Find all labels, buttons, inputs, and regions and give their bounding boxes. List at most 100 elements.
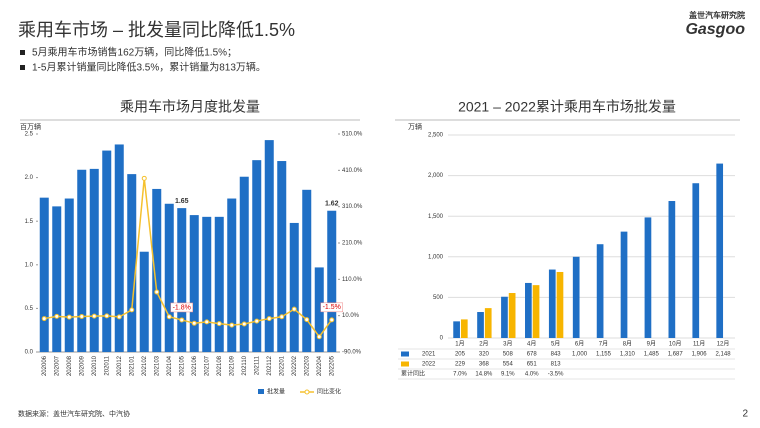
bar	[39, 197, 49, 352]
bar	[127, 174, 137, 352]
x-tick-label: 7月	[599, 341, 608, 348]
y-tick-label: 2.5	[25, 132, 34, 138]
legend-label: 同比变化	[317, 388, 341, 396]
x-tick-label: 202103	[154, 355, 160, 376]
x-tick-label: 202006	[42, 355, 48, 376]
y-axis-label: 百万辆	[20, 122, 41, 131]
x-tick-label: 202202	[292, 355, 298, 376]
line-point	[216, 321, 222, 327]
bar	[460, 319, 468, 338]
bar	[453, 321, 460, 338]
table-cell: 4.0%	[525, 372, 539, 378]
chart-title: 2021 – 2022累计乘用车市场批发量	[458, 99, 676, 115]
logo-en: Gasgoo	[685, 21, 745, 38]
bar	[327, 210, 337, 352]
x-tick-label: 202007	[54, 355, 60, 376]
line-point	[91, 313, 97, 319]
source: 数据来源：盖世汽车研究院、中汽协	[18, 409, 130, 418]
x-tick-label: 202102	[142, 355, 148, 376]
table-cell: 320	[479, 352, 490, 358]
x-tick-label: 202111	[254, 355, 260, 375]
bar	[64, 198, 74, 352]
line-point	[79, 314, 85, 320]
table-cell: 14.8%	[475, 372, 493, 378]
bar	[508, 293, 516, 338]
line-point	[154, 289, 160, 295]
line-point	[279, 314, 285, 320]
bar	[314, 267, 324, 352]
x-tick-label: 202105	[179, 355, 185, 376]
y2-tick-label: 410.0%	[342, 168, 363, 174]
bar	[77, 169, 87, 352]
y2-tick-label: 10.0%	[342, 313, 360, 319]
y2-tick-label: 110.0%	[342, 277, 363, 283]
line-point	[54, 313, 60, 319]
y-tick-label: 2,500	[428, 133, 444, 139]
bar-label: 1.65	[175, 198, 189, 205]
bullet	[20, 50, 25, 55]
x-tick-label: 202109	[229, 355, 235, 376]
table-cell: 2,148	[716, 352, 732, 358]
y-tick-label: 1.5	[25, 219, 34, 225]
x-tick-label: 202112	[267, 355, 273, 375]
x-tick-label: 202012	[117, 355, 123, 376]
line-point	[104, 313, 110, 319]
slide-title: 乘用车市场 – 批发量同比降低1.5%	[18, 20, 295, 40]
x-tick-label: 202204	[317, 355, 323, 376]
bar	[214, 216, 224, 352]
bar	[89, 168, 99, 352]
y-axis-label: 万辆	[408, 122, 422, 131]
line-point	[191, 320, 197, 326]
x-tick-label: 6月	[575, 341, 584, 348]
bar	[302, 189, 312, 352]
bar	[644, 217, 652, 338]
bar	[277, 161, 287, 352]
logo-cn: 盖世汽车研究院	[689, 10, 745, 20]
x-tick-label: 2月	[479, 341, 488, 348]
y-tick-label: 1,500	[428, 214, 444, 220]
line-point	[291, 306, 297, 312]
line-point	[66, 314, 72, 320]
table-cell: 678	[527, 352, 538, 358]
line-point	[204, 319, 210, 325]
chart-title: 乘用车市场月度批发量	[120, 99, 260, 115]
x-tick-label: 12月	[717, 341, 730, 348]
table-cell: -3.5%	[548, 372, 564, 378]
line-point	[241, 321, 247, 327]
x-tick-label: 10月	[669, 341, 682, 348]
bar	[289, 222, 299, 352]
legend-label: 批发量	[267, 388, 285, 396]
bullet-text: 5月乘用车市场销售162万辆，同比降低1.5%；	[32, 46, 237, 59]
y-tick-label: 1,000	[428, 254, 444, 260]
y2-tick-label: -90.0%	[342, 350, 362, 356]
table-cell: 205	[455, 352, 466, 358]
x-tick-label: 202008	[67, 355, 73, 376]
table-cell: 843	[551, 352, 562, 358]
bar	[239, 176, 249, 352]
bar	[164, 203, 174, 352]
table-cell: 651	[527, 362, 538, 368]
y2-tick-label: 310.0%	[342, 204, 363, 210]
legend-label: 2021	[422, 352, 436, 358]
bar	[227, 198, 237, 352]
table-row-label: 累计同比	[401, 370, 425, 378]
x-tick-label: 202203	[304, 355, 310, 376]
x-tick-label: 3月	[503, 341, 512, 348]
table-cell: 1,687	[668, 352, 684, 358]
line-point	[304, 317, 310, 323]
bar	[620, 231, 628, 338]
y-tick-label: 500	[433, 295, 444, 301]
point-label-box	[170, 302, 193, 313]
table-cell: 229	[455, 362, 466, 368]
bar	[484, 308, 492, 338]
x-tick-label: 202106	[192, 355, 198, 376]
table-cell: 1,000	[572, 352, 588, 358]
y-tick-label: 0	[440, 336, 444, 342]
bar	[572, 256, 580, 338]
line-point	[266, 316, 272, 322]
bar	[189, 215, 199, 352]
bar	[668, 201, 676, 338]
bar	[114, 144, 124, 352]
table-cell: 368	[479, 362, 490, 368]
